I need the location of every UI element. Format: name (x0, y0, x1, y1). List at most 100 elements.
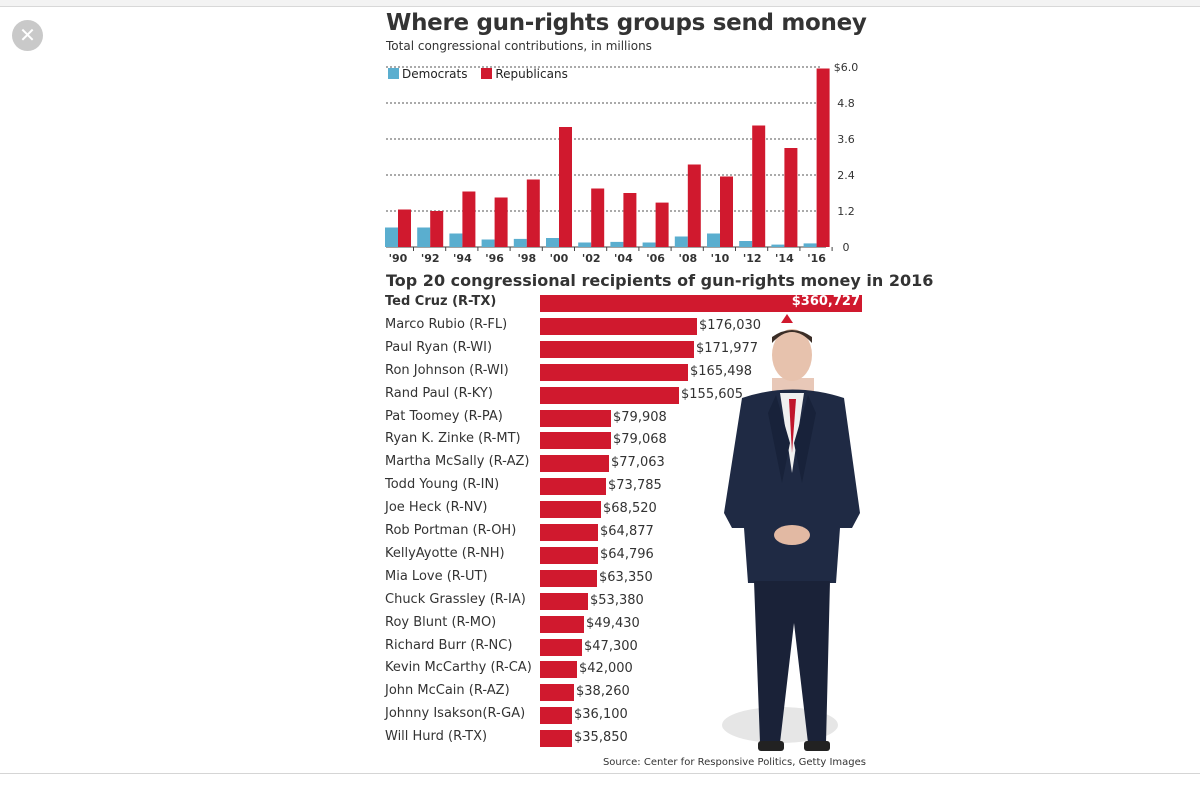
recipient-bar (540, 340, 694, 358)
recipient-value: $165,498 (690, 363, 753, 379)
legend-item-republicans: Republicans (481, 67, 568, 81)
x-tick-label: '06 (646, 252, 665, 265)
bar-democrats (481, 239, 495, 247)
recipient-value: $36,100 (574, 707, 628, 723)
recipient-row: Rand Paul (R-KY) $155,605 (380, 384, 870, 407)
recipient-value: $64,796 (600, 546, 654, 562)
recipient-name: Ryan K. Zinke (R-MT) (385, 431, 521, 447)
legend: Democrats Republicans (388, 67, 578, 81)
recipient-bar (540, 478, 606, 496)
bar-republicans (623, 193, 637, 247)
x-tick-label: '14 (775, 252, 794, 265)
recipient-bar (540, 295, 862, 312)
bar-democrats (385, 227, 398, 247)
top-border (0, 0, 1200, 7)
recipient-name: Joe Heck (R-NV) (385, 500, 488, 516)
recipient-bar (540, 730, 572, 748)
bar-democrats (771, 244, 785, 247)
recipient-name: Richard Burr (R-NC) (385, 637, 513, 653)
bar-democrats (578, 242, 592, 247)
bar-democrats (803, 243, 817, 247)
bar-republicans (462, 191, 476, 247)
recipient-row: Marco Rubio (R-FL) $176,030 (380, 315, 870, 338)
bar-republicans (655, 202, 669, 247)
bar-republicans (398, 209, 411, 247)
recipient-name: Chuck Grassley (R-IA) (385, 591, 526, 607)
recipient-row: Martha McSally (R-AZ) $77,063 (380, 452, 870, 475)
recipient-value: $360,727 (791, 294, 860, 309)
recipient-name: Todd Young (R-IN) (385, 477, 500, 493)
recipient-row: Johnny Isakson(R-GA) $36,100 (380, 704, 870, 727)
recipient-row: Ted Cruz (R-TX) $360,727 (380, 292, 870, 315)
x-tick-label: '02 (582, 252, 601, 265)
recipient-value: $79,068 (613, 432, 667, 448)
recipient-bar (540, 546, 598, 564)
recipient-row: Will Hurd (R-TX) $35,850 (380, 727, 870, 750)
x-tick-label: '16 (807, 252, 826, 265)
chart-subtitle: Total congressional contributions, in mi… (386, 39, 652, 53)
recipient-bar (540, 524, 598, 541)
recipient-value: $49,430 (586, 615, 640, 631)
bar-republicans (430, 211, 444, 247)
x-tick-label: '92 (421, 252, 440, 265)
recipient-name: Paul Ryan (R-WI) (385, 339, 493, 355)
recipient-value: $42,000 (579, 661, 633, 677)
recipient-name: Kevin McCarthy (R-CA) (385, 660, 532, 676)
recipient-bar (540, 432, 611, 450)
recipient-name: Rand Paul (R-KY) (385, 385, 493, 401)
recipient-row: KellyAyotte (R-NH) $64,796 (380, 544, 870, 567)
recipient-row: Roy Blunt (R-MO) $49,430 (380, 613, 870, 636)
recipient-bar (540, 317, 697, 335)
bar-republicans (752, 125, 766, 247)
recipient-row: Pat Toomey (R-PA) $79,908 (380, 407, 870, 430)
person-photo-icon (722, 329, 860, 751)
recipient-name: Marco Rubio (R-FL) (385, 316, 508, 332)
recipient-name: Will Hurd (R-TX) (385, 729, 488, 745)
legend-item-democrats: Democrats (388, 67, 468, 81)
recipient-row: Todd Young (R-IN) $73,785 (380, 475, 870, 498)
recipient-bar (540, 661, 577, 679)
recipient-bar (540, 409, 611, 427)
bar-democrats (449, 233, 463, 247)
bar-republicans (816, 68, 830, 247)
recipient-value: $79,908 (613, 409, 667, 425)
recipient-value: $155,605 (681, 386, 744, 402)
recipient-value: $73,785 (608, 478, 662, 494)
recipient-bar (540, 684, 574, 702)
recipient-bar (540, 363, 688, 381)
x-tick-label: '04 (614, 252, 633, 265)
recipient-bar (540, 615, 584, 633)
recipient-row: Paul Ryan (R-WI) $171,977 (380, 338, 870, 361)
bar-democrats (707, 233, 720, 247)
recipient-row: Kevin McCarthy (R-CA) $42,000 (380, 658, 870, 681)
recipient-value: $77,063 (611, 455, 665, 471)
chart-title: Where gun-rights groups send money (386, 10, 867, 36)
close-button[interactable]: ✕ (12, 20, 43, 51)
recipient-bar (540, 638, 582, 656)
recipient-name: Martha McSally (R-AZ) (385, 454, 530, 470)
x-tick-label: '08 (678, 252, 697, 265)
recipient-name: Pat Toomey (R-PA) (385, 408, 503, 424)
bar-democrats (674, 236, 688, 247)
recipient-name: KellyAyotte (R-NH) (385, 545, 505, 561)
recipient-row: Chuck Grassley (R-IA) $53,380 (380, 590, 870, 613)
recipient-value: $176,030 (699, 317, 762, 333)
x-tick-label: '10 (711, 252, 730, 265)
recipient-row: Ryan K. Zinke (R-MT) $79,068 (380, 429, 870, 452)
recipient-name: Mia Love (R-UT) (385, 568, 488, 584)
recipient-bar (540, 569, 597, 587)
y-tick-label: 3.6 (837, 133, 855, 146)
bar-democrats (642, 242, 656, 247)
recipients-chart-title: Top 20 congressional recipients of gun-r… (386, 271, 934, 290)
recipient-value: $68,520 (603, 501, 657, 517)
bar-democrats (513, 238, 527, 247)
democrats-swatch (388, 68, 399, 79)
recipient-bar (540, 707, 572, 725)
y-tick-label: $6.0 (834, 61, 859, 74)
recipient-bar (540, 592, 588, 610)
legend-label-republicans: Republicans (495, 67, 568, 81)
recipient-name: John McCain (R-AZ) (385, 683, 510, 699)
recipient-name: Ron Johnson (R-WI) (385, 362, 509, 378)
republicans-swatch (481, 68, 493, 79)
bar-republicans (720, 176, 733, 247)
